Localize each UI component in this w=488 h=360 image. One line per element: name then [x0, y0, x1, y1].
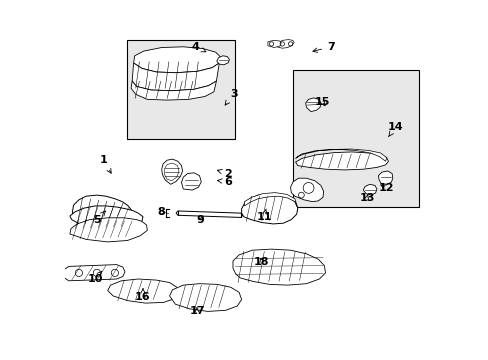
Text: 3: 3: [224, 89, 237, 105]
Polygon shape: [290, 178, 323, 202]
Polygon shape: [216, 56, 229, 65]
Text: 12: 12: [378, 183, 394, 193]
Polygon shape: [162, 159, 182, 184]
Text: 4: 4: [192, 42, 205, 52]
Text: 13: 13: [359, 193, 374, 203]
Text: 6: 6: [217, 177, 232, 187]
Polygon shape: [107, 279, 179, 303]
Polygon shape: [164, 163, 179, 181]
Polygon shape: [305, 98, 320, 112]
Polygon shape: [176, 211, 242, 217]
Polygon shape: [363, 184, 376, 195]
Polygon shape: [244, 193, 297, 208]
Polygon shape: [132, 63, 219, 91]
Polygon shape: [276, 40, 294, 48]
Text: 9: 9: [196, 215, 204, 225]
Text: 16: 16: [135, 289, 150, 302]
Polygon shape: [295, 149, 386, 161]
Text: 11: 11: [256, 209, 271, 222]
Text: 5: 5: [93, 211, 105, 225]
Polygon shape: [181, 173, 201, 190]
Text: 17: 17: [189, 306, 204, 316]
Text: 1: 1: [99, 155, 111, 173]
Polygon shape: [378, 171, 392, 184]
Text: 18: 18: [253, 257, 269, 267]
Polygon shape: [72, 195, 132, 228]
Polygon shape: [64, 265, 125, 281]
Text: 10: 10: [87, 271, 102, 284]
Polygon shape: [133, 47, 221, 73]
Polygon shape: [241, 194, 297, 224]
Text: 14: 14: [387, 122, 403, 137]
Polygon shape: [70, 218, 147, 242]
Polygon shape: [232, 249, 325, 285]
Polygon shape: [267, 40, 281, 48]
Bar: [127, 40, 235, 139]
Bar: [292, 70, 418, 207]
Text: 15: 15: [314, 96, 329, 107]
Polygon shape: [295, 152, 387, 170]
Polygon shape: [169, 284, 241, 311]
Text: 7: 7: [312, 42, 334, 52]
Text: 8: 8: [157, 207, 165, 217]
Polygon shape: [131, 81, 216, 100]
Polygon shape: [70, 206, 142, 231]
Text: 2: 2: [217, 168, 232, 179]
